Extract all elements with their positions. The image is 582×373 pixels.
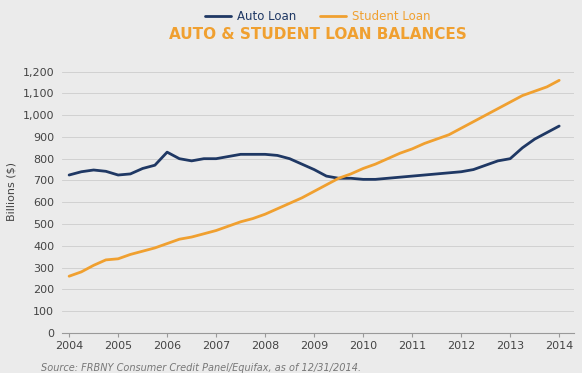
Auto Loan bbox=[360, 177, 367, 182]
Student Loan bbox=[360, 166, 367, 171]
Student Loan bbox=[286, 201, 293, 206]
Student Loan bbox=[139, 249, 146, 253]
Auto Loan bbox=[384, 176, 391, 181]
Auto Loan bbox=[274, 153, 281, 158]
Auto Loan bbox=[421, 173, 428, 177]
Auto Loan bbox=[519, 145, 526, 150]
Auto Loan bbox=[372, 177, 379, 182]
Auto Loan bbox=[409, 174, 416, 178]
Y-axis label: Billions ($): Billions ($) bbox=[7, 162, 17, 221]
Auto Loan bbox=[127, 172, 134, 176]
Legend: Auto Loan, Student Loan: Auto Loan, Student Loan bbox=[203, 8, 433, 25]
Title: AUTO & STUDENT LOAN BALANCES: AUTO & STUDENT LOAN BALANCES bbox=[169, 27, 467, 42]
Auto Loan bbox=[482, 163, 489, 167]
Auto Loan bbox=[544, 130, 551, 135]
Student Loan bbox=[237, 220, 244, 224]
Auto Loan bbox=[396, 175, 403, 179]
Student Loan bbox=[519, 93, 526, 98]
Student Loan bbox=[335, 176, 342, 181]
Student Loan bbox=[225, 224, 232, 228]
Student Loan bbox=[262, 212, 269, 216]
Auto Loan bbox=[176, 156, 183, 161]
Student Loan bbox=[544, 85, 551, 89]
Auto Loan bbox=[250, 152, 257, 157]
Auto Loan bbox=[188, 159, 195, 163]
Student Loan bbox=[102, 258, 109, 262]
Student Loan bbox=[250, 216, 257, 221]
Student Loan bbox=[90, 263, 97, 267]
Auto Loan bbox=[299, 162, 306, 166]
Student Loan bbox=[127, 252, 134, 257]
Auto Loan bbox=[212, 156, 219, 161]
Student Loan bbox=[200, 232, 207, 236]
Auto Loan bbox=[200, 156, 207, 161]
Student Loan bbox=[151, 246, 158, 250]
Auto Loan bbox=[457, 169, 464, 174]
Auto Loan bbox=[556, 124, 563, 128]
Student Loan bbox=[372, 162, 379, 166]
Student Loan bbox=[347, 172, 354, 176]
Student Loan bbox=[482, 113, 489, 117]
Student Loan bbox=[556, 78, 563, 82]
Student Loan bbox=[78, 270, 85, 274]
Student Loan bbox=[384, 156, 391, 161]
Auto Loan bbox=[90, 168, 97, 172]
Auto Loan bbox=[262, 152, 269, 157]
Student Loan bbox=[457, 126, 464, 131]
Student Loan bbox=[396, 151, 403, 156]
Line: Auto Loan: Auto Loan bbox=[69, 126, 559, 179]
Student Loan bbox=[507, 100, 514, 104]
Auto Loan bbox=[445, 170, 452, 175]
Auto Loan bbox=[78, 169, 85, 174]
Student Loan bbox=[188, 235, 195, 239]
Student Loan bbox=[311, 189, 318, 194]
Line: Student Loan: Student Loan bbox=[69, 80, 559, 276]
Student Loan bbox=[421, 141, 428, 146]
Auto Loan bbox=[237, 152, 244, 157]
Student Loan bbox=[323, 182, 330, 187]
Auto Loan bbox=[347, 176, 354, 181]
Student Loan bbox=[409, 147, 416, 151]
Student Loan bbox=[433, 137, 440, 141]
Auto Loan bbox=[139, 166, 146, 171]
Auto Loan bbox=[433, 172, 440, 176]
Auto Loan bbox=[115, 173, 122, 177]
Student Loan bbox=[66, 274, 73, 279]
Auto Loan bbox=[531, 137, 538, 141]
Auto Loan bbox=[311, 167, 318, 172]
Auto Loan bbox=[335, 176, 342, 181]
Auto Loan bbox=[495, 159, 502, 163]
Student Loan bbox=[164, 241, 171, 246]
Auto Loan bbox=[507, 156, 514, 161]
Student Loan bbox=[212, 228, 219, 233]
Student Loan bbox=[115, 257, 122, 261]
Student Loan bbox=[274, 207, 281, 211]
Student Loan bbox=[531, 89, 538, 94]
Auto Loan bbox=[225, 154, 232, 159]
Auto Loan bbox=[164, 150, 171, 154]
Auto Loan bbox=[286, 156, 293, 161]
Student Loan bbox=[495, 106, 502, 111]
Auto Loan bbox=[102, 169, 109, 173]
Student Loan bbox=[176, 237, 183, 241]
Text: Source: FRBNY Consumer Credit Panel/Equifax, as of 12/31/2014.: Source: FRBNY Consumer Credit Panel/Equi… bbox=[41, 363, 361, 373]
Auto Loan bbox=[66, 173, 73, 177]
Auto Loan bbox=[323, 174, 330, 178]
Student Loan bbox=[445, 132, 452, 137]
Auto Loan bbox=[470, 167, 477, 172]
Auto Loan bbox=[151, 163, 158, 167]
Student Loan bbox=[470, 119, 477, 124]
Student Loan bbox=[299, 195, 306, 200]
